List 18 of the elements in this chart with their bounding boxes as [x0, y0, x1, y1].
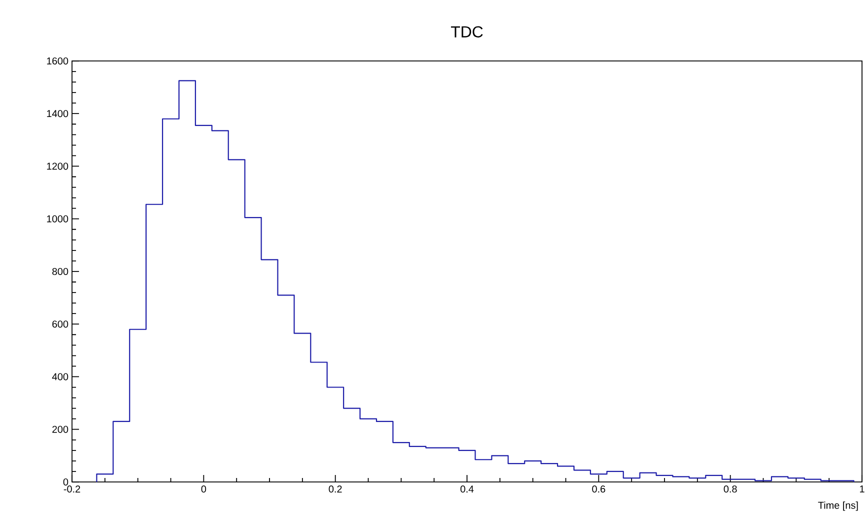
y-tick-label: 400	[52, 373, 68, 380]
y-tick-label: 600	[52, 320, 68, 328]
chart-title: TDC	[450, 26, 483, 38]
x-tick-label: 0.2	[328, 486, 342, 493]
y-tick-label: 800	[52, 268, 68, 276]
x-tick-label: 1	[860, 486, 864, 492]
x-tick-label: 0.6	[592, 486, 606, 493]
y-tick-label: 1600	[47, 57, 68, 65]
y-tick-label: 1200	[47, 162, 68, 170]
y-tick-label: 1000	[47, 215, 68, 222]
y-tick-label: 200	[52, 426, 68, 433]
y-tick-label: 1400	[47, 110, 68, 118]
x-axis-title: Time [ns]	[818, 502, 858, 511]
y-tick-label: 0	[63, 478, 68, 486]
x-tick-label: 0.4	[460, 486, 474, 493]
x-tick-label: 0	[201, 486, 206, 493]
x-tick-label: 0.8	[724, 486, 737, 493]
x-tick-label: -0.2	[64, 486, 80, 493]
